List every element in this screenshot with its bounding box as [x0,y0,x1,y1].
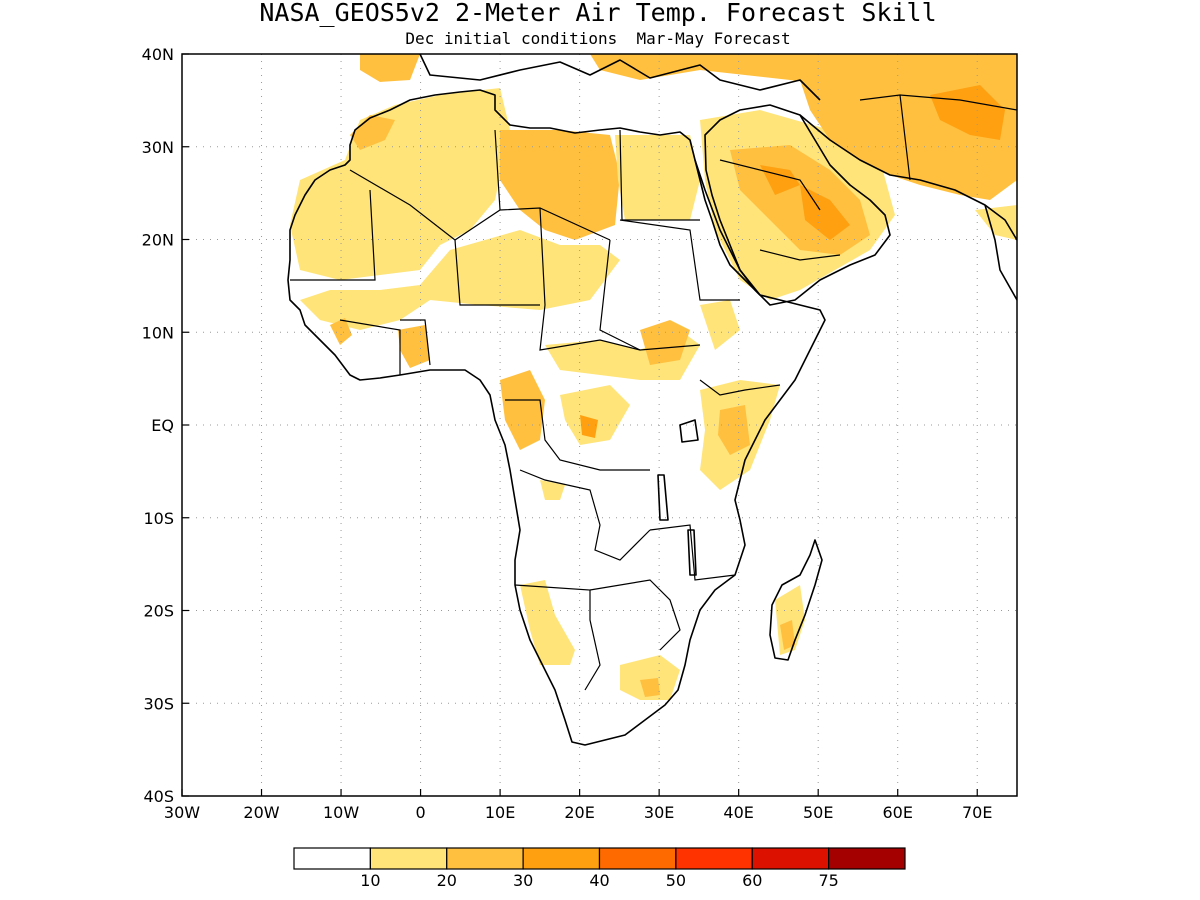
skill-region-madagascar-core [780,620,795,650]
border-line [699,379,781,396]
skill-region-ethiopia [700,300,740,350]
colorbar-label: 75 [818,871,838,890]
skill-region-sudan [640,320,690,365]
colorbar-swatch [446,847,524,870]
skill-region-morocco-core [350,115,395,150]
skill-region-gabon [540,480,565,500]
lat-tick-label: 10N [142,323,174,342]
madagascar-coastline [769,539,823,661]
skill-region-kenya-core [718,405,750,455]
colorbar-label: 50 [666,871,686,890]
border-line [290,189,376,281]
skill-region-south-africa [620,655,680,700]
colorbar-label: 10 [360,871,380,890]
lake-tanganyika [657,474,669,521]
red-sea-coast [694,159,761,296]
lon-tick-label: 60E [882,803,912,822]
colorbar-label: 30 [513,871,533,890]
skill-region-med-north [360,54,420,82]
plot-area [182,54,1017,796]
map-subtitle: Dec initial conditions Mar-May Forecast [405,29,790,48]
skill-region-morocco [290,88,510,280]
border-line [505,399,650,471]
lon-tick-label: 40E [723,803,753,822]
country-borders [290,94,1017,691]
coastlines [287,54,1017,746]
lon-tick-label: 10W [323,803,359,822]
colorbar: 10 20 30 40 50 60 75 [293,847,906,890]
skill-region-namibia [520,580,575,665]
border-line [454,239,540,306]
skill-shading [290,54,1017,700]
colorbar-swatch [828,847,906,870]
africa-coastline [287,89,826,746]
lon-tick-label: 20W [243,803,279,822]
skill-region-egypt [615,135,700,220]
skill-region-west-africa [330,318,352,345]
border-line [494,129,501,211]
colorbar-label: 20 [437,871,457,890]
border-line [719,159,821,211]
colorbar-label: 60 [742,871,762,890]
axes: 30W 20W 10W 0 10E 20E 30E 40E 50E 60E 70E 40N 30N 20N… [142,45,993,822]
border-line [859,94,1017,111]
skill-region-central-2 [500,370,545,450]
skill-region-central-3 [560,385,630,445]
lat-tick-label: 30N [142,138,174,157]
asia-coastline [799,114,1017,241]
colorbar-swatch [751,847,830,870]
lat-tick-label: 10S [143,509,174,528]
colorbar-swatch [675,847,753,870]
colorbar-swatch [598,847,677,870]
skill-region-ghana [398,325,430,368]
lon-tick-label: 20E [564,803,594,822]
border-line [599,239,641,351]
border-line [349,169,611,241]
colorbar-swatch [522,847,601,870]
border-line [339,319,401,375]
lat-tick-label: EQ [151,416,174,435]
border-line [759,249,841,261]
lat-tick-label: 40S [143,787,174,806]
india-coastline [984,204,1017,301]
skill-region-central-core [580,415,598,438]
border-line [649,524,736,581]
border-line [400,319,431,366]
arabia-coastline [704,104,891,306]
border-line [589,579,681,651]
colorbar-swatch [369,847,448,870]
map-title: NASA_GEOS5v2 2-Meter Air Temp. Forecast … [259,0,936,27]
border-line [519,469,651,561]
border-line [514,584,601,691]
colorbar-swatch [293,847,371,870]
lon-tick-label: 30E [644,803,674,822]
lat-tick-label: 40N [142,45,174,64]
lon-tick-label: 0 [415,803,425,822]
europe-coastline [419,54,821,101]
lon-tick-label: 10E [485,803,515,822]
lat-tick-label: 20S [143,602,174,621]
border-line [619,219,740,301]
lake-malawi [687,529,697,576]
border-line [539,207,701,351]
border-line [899,94,911,181]
lake-victoria [679,419,699,443]
skill-region-libya [500,130,620,240]
lon-tick-label: 50E [803,803,833,822]
lat-tick-label: 30S [143,694,174,713]
lon-tick-label: 30W [164,803,200,822]
skill-region-india [975,205,1017,240]
lat-tick-label: 20N [142,231,174,250]
skill-region-lesotho [640,678,660,697]
colorbar-label: 40 [589,871,609,890]
lon-tick-label: 70E [962,803,992,822]
gridlines [182,54,1017,796]
